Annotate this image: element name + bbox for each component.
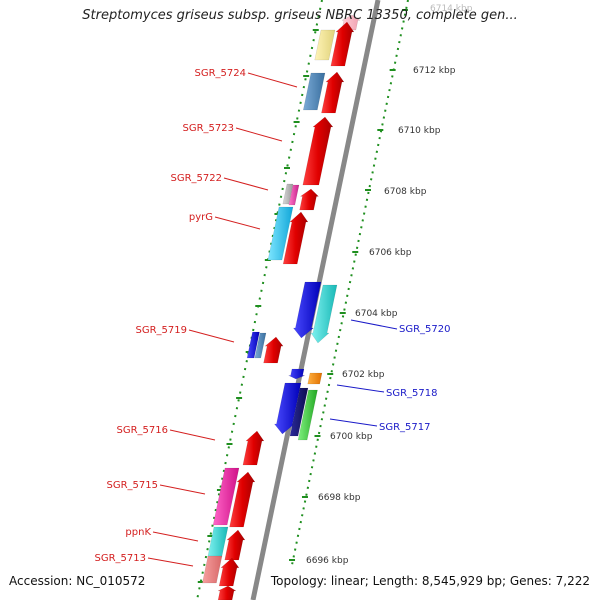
gene-box[interactable] (254, 332, 267, 359)
connector-pyrg (214, 216, 261, 230)
scale-label: 6714 kbp (430, 4, 473, 14)
connector-sgr-5713 (147, 557, 194, 567)
gene-label-sgr-5720[interactable]: SGR_5720 (399, 324, 451, 335)
connector-sgr-5719 (188, 329, 235, 343)
gene-label-sgr-5713[interactable]: SGR_5713 (95, 553, 147, 564)
gene-box[interactable] (288, 184, 300, 206)
gene-label-sgr-5724[interactable]: SGR_5724 (195, 68, 247, 79)
scale-label: 6696 kbp (306, 556, 349, 566)
gene-arrow[interactable] (282, 211, 309, 265)
gene-label-ppnk[interactable]: ppnK (125, 527, 151, 538)
connector-sgr-5722 (223, 177, 269, 191)
accession-info: Accession: NC_010572 (9, 574, 146, 588)
gene-box[interactable] (207, 526, 229, 558)
gene-arrow[interactable] (310, 284, 338, 344)
gene-label-sgr-5715[interactable]: SGR_5715 (107, 480, 159, 491)
page-title: Streptomyces griseus subsp. griseus NBRC… (82, 8, 518, 23)
scale-label: 6710 kbp (398, 126, 441, 136)
gene-label-sgr-5723[interactable]: SGR_5723 (183, 123, 235, 134)
gene-arrow[interactable] (229, 471, 256, 528)
gene-box[interactable] (246, 331, 260, 359)
label-connectors (147, 72, 398, 567)
scale-ticks (289, 9, 408, 561)
connector-sgr-5718 (336, 384, 385, 393)
scale-label: 6704 kbp (355, 309, 398, 319)
scale-label: 6708 kbp (384, 187, 427, 197)
gene-label-sgr-5722[interactable]: SGR_5722 (171, 173, 223, 184)
connector-sgr-5720 (350, 319, 398, 330)
gene-label-sgr-5717[interactable]: SGR_5717 (379, 422, 431, 433)
gene-label-sgr-5719[interactable]: SGR_5719 (136, 325, 188, 336)
connector-sgr-5716 (169, 429, 216, 441)
scale-label: 6698 kbp (318, 493, 361, 503)
gene-box[interactable] (212, 467, 240, 526)
genome-summary: Topology: linear; Length: 8,545,929 bp; … (270, 574, 590, 588)
scale-track-right (291, 0, 409, 566)
gene-arrow[interactable] (224, 529, 246, 561)
gene-box[interactable] (202, 555, 223, 584)
gene-label-sgr-5716[interactable]: SGR_5716 (117, 425, 169, 436)
gene-box[interactable] (302, 72, 326, 111)
gene-arrow[interactable] (288, 368, 305, 380)
scale-label: 6706 kbp (369, 248, 412, 258)
scale-label: 6702 kbp (342, 370, 385, 380)
connector-sgr-5715 (159, 484, 206, 495)
gene-arrow[interactable] (242, 430, 265, 466)
gene-box[interactable] (307, 372, 323, 385)
gene-label-sgr-5718[interactable]: SGR_5718 (386, 388, 438, 399)
gene-features (202, 14, 361, 601)
gene-box[interactable] (267, 206, 294, 261)
connector-ppnk (152, 531, 199, 542)
gene-arrow[interactable] (218, 557, 240, 587)
gene-arrow[interactable] (217, 585, 237, 601)
gene-arrow[interactable] (263, 336, 284, 364)
gene-box[interactable] (314, 29, 336, 61)
gene-box[interactable] (297, 389, 318, 441)
gene-box[interactable] (289, 387, 309, 437)
gene-label-pyrg[interactable]: pyrG (189, 212, 213, 223)
gene-arrow[interactable] (299, 188, 320, 211)
gene-arrow[interactable] (273, 382, 302, 435)
scale-label: 6700 kbp (330, 432, 373, 442)
gene-box[interactable] (282, 183, 294, 205)
gene-arrow[interactable] (321, 71, 345, 114)
connector-sgr-5724 (247, 72, 298, 88)
gene-arrow[interactable] (302, 116, 334, 186)
connector-sgr-5723 (235, 127, 283, 142)
gene-arrow[interactable] (292, 281, 322, 339)
gene-arrow[interactable] (330, 21, 355, 67)
scale-label: 6712 kbp (413, 66, 456, 76)
connector-sgr-5717 (329, 418, 378, 427)
